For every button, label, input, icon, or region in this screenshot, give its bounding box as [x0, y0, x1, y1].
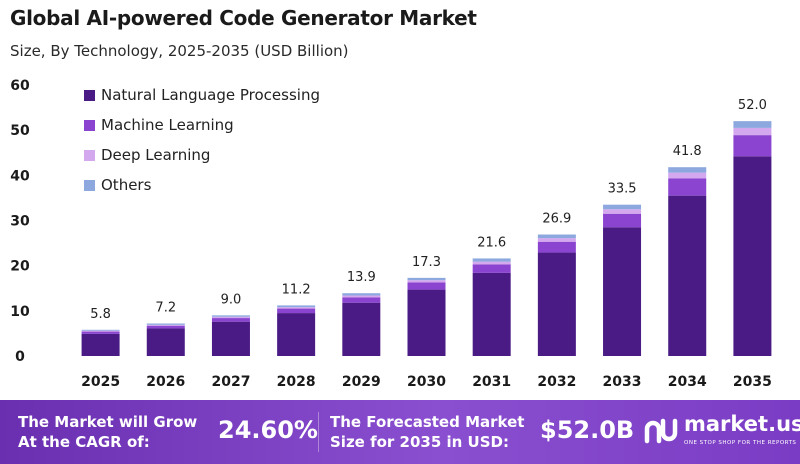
x-tick-label: 2028 [277, 374, 316, 390]
bar-segment-deep-learning [342, 295, 381, 298]
forecast-label: The Forecasted Market Size for 2035 in U… [330, 413, 525, 451]
bar-segment-others [342, 293, 381, 296]
legend-label: Machine Learning [101, 116, 234, 134]
bar-segment-others [472, 258, 511, 262]
bar-segment-natural-language-processing [211, 321, 250, 356]
x-tick-label: 2027 [211, 374, 250, 390]
bar-segment-machine-learning [342, 297, 381, 303]
brand-tagline: ONE STOP SHOP FOR THE REPORTS [684, 440, 797, 446]
legend-label: Deep Learning [101, 146, 210, 164]
bar-segment-machine-learning [733, 135, 772, 157]
legend-label: Others [101, 176, 152, 194]
bar-total-label: 26.9 [542, 212, 571, 227]
bar-segment-others [537, 234, 576, 239]
legend-swatch [84, 90, 95, 101]
bar-segment-natural-language-processing [146, 328, 185, 356]
bar-segment-natural-language-processing [603, 227, 642, 356]
bar-segment-machine-learning [211, 318, 250, 322]
bar-segment-natural-language-processing [472, 272, 511, 356]
bar-segment-machine-learning [277, 308, 316, 314]
bar-segment-others [211, 315, 250, 317]
x-tick-label: 2032 [537, 374, 576, 390]
y-tick-label: 0 [15, 349, 25, 365]
chart-subtitle: Size, By Technology, 2025-2035 (USD Bill… [10, 42, 349, 60]
bar-segment-natural-language-processing [537, 252, 576, 356]
bar-segment-others [146, 323, 185, 325]
bar-segment-machine-learning [668, 178, 707, 196]
bar-total-label: 21.6 [477, 235, 506, 250]
x-tick-label: 2030 [407, 374, 446, 390]
footer-divider [318, 412, 319, 452]
cagr-value: 24.60% [218, 416, 318, 444]
x-tick-label: 2025 [81, 374, 120, 390]
forecast-value: $52.0B [540, 416, 635, 444]
x-axis: 2025 2026 2027 2028 2029 2030 2031 2032 2033 2034… [81, 374, 772, 390]
x-tick-label: 2035 [733, 374, 772, 390]
legend: Natural Language Processing Machine Learn… [84, 86, 320, 194]
y-tick-label: 30 [10, 214, 30, 230]
y-tick-label: 10 [10, 304, 30, 320]
bar-segment-natural-language-processing [733, 156, 772, 356]
bar-segment-deep-learning [472, 261, 511, 265]
x-tick-label: 2034 [668, 374, 707, 390]
bar-segment-natural-language-processing [407, 289, 446, 356]
bar-total-label: 9.0 [221, 292, 242, 307]
bar-segment-natural-language-processing [277, 313, 316, 356]
y-tick-label: 40 [10, 168, 30, 184]
legend-label: Natural Language Processing [101, 86, 320, 104]
legend-swatch [84, 120, 95, 131]
bar-segment-natural-language-processing [342, 302, 381, 356]
bars-group: 5.8 7.2 9.0 11.2 13.9 17.3 21.6 26.9 33.5 41.8 52.… [81, 98, 772, 356]
y-tick-label: 60 [10, 78, 30, 94]
bar-segment-others [603, 204, 642, 210]
bar-segment-machine-learning [146, 325, 185, 329]
bar-segment-others [277, 305, 316, 308]
bar-segment-deep-learning [407, 280, 446, 283]
bar-segment-natural-language-processing [81, 333, 120, 356]
bar-total-label: 41.8 [673, 144, 702, 159]
footer-banner: The Market will Grow At the CAGR of: 24.… [0, 400, 800, 464]
bar-segment-others [81, 329, 120, 331]
cagr-label: The Market will Grow At the CAGR of: [18, 413, 198, 451]
bar-segment-deep-learning [603, 209, 642, 214]
bar-total-label: 52.0 [738, 98, 767, 113]
y-tick-label: 50 [10, 123, 30, 139]
bar-total-label: 13.9 [347, 270, 376, 285]
chart-title: Global AI-powered Code Generator Market [10, 6, 477, 30]
bar-total-label: 5.8 [90, 307, 111, 322]
x-tick-label: 2031 [472, 374, 511, 390]
bar-segment-deep-learning [146, 324, 185, 326]
bar-segment-natural-language-processing [668, 195, 707, 356]
bar-segment-deep-learning [668, 172, 707, 179]
bar-segment-others [668, 167, 707, 173]
brand-name[interactable]: market.us [684, 412, 800, 436]
legend-swatch [84, 180, 95, 191]
bar-segment-deep-learning [733, 127, 772, 136]
bar-segment-machine-learning [472, 264, 511, 273]
legend-swatch [84, 150, 95, 161]
bar-segment-others [733, 121, 772, 128]
x-tick-label: 2033 [603, 374, 642, 390]
market-us-logo-icon [644, 418, 678, 444]
bar-segment-others [407, 277, 446, 281]
bar-segment-machine-learning [81, 331, 120, 334]
y-axis: 0 10 20 30 40 50 60 [10, 78, 30, 365]
bar-segment-deep-learning [81, 330, 120, 332]
bar-total-label: 11.2 [282, 282, 311, 297]
bar-segment-deep-learning [537, 238, 576, 242]
bar-total-label: 33.5 [608, 182, 637, 197]
bar-segment-machine-learning [603, 213, 642, 228]
y-tick-label: 20 [10, 259, 30, 275]
bar-segment-machine-learning [537, 241, 576, 253]
bar-total-label: 7.2 [155, 300, 176, 315]
bar-segment-deep-learning [277, 307, 316, 309]
bar-segment-deep-learning [211, 316, 250, 319]
x-tick-label: 2029 [342, 374, 381, 390]
x-tick-label: 2026 [146, 374, 185, 390]
bar-segment-machine-learning [407, 282, 446, 290]
bar-total-label: 17.3 [412, 255, 441, 270]
